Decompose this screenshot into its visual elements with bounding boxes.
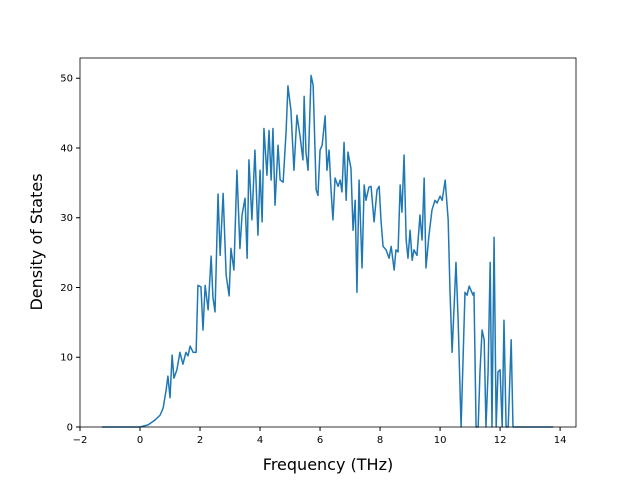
y-tick-label: 20 xyxy=(60,283,73,294)
x-tick-label: 4 xyxy=(257,435,263,446)
x-tick-label: 10 xyxy=(434,435,447,446)
x-tick-label: 14 xyxy=(554,435,567,446)
y-tick-label: 50 xyxy=(60,74,73,85)
data-line xyxy=(101,74,554,428)
x-tick-label: 0 xyxy=(137,435,143,446)
y-tick-label: 30 xyxy=(60,213,73,224)
y-tick-label: 0 xyxy=(67,423,73,434)
y-tick-label: 10 xyxy=(60,353,73,364)
x-tick-label: 2 xyxy=(197,435,203,446)
plot-frame xyxy=(79,57,577,428)
x-tick-label: −2 xyxy=(73,435,88,446)
y-axis-label: Density of States xyxy=(27,173,46,310)
x-tick-label: 6 xyxy=(317,435,323,446)
x-tick-label: 12 xyxy=(494,435,507,446)
y-tick-label: 40 xyxy=(60,143,73,154)
x-tick-label: 8 xyxy=(377,435,383,446)
x-axis-label: Frequency (THz) xyxy=(263,455,393,474)
